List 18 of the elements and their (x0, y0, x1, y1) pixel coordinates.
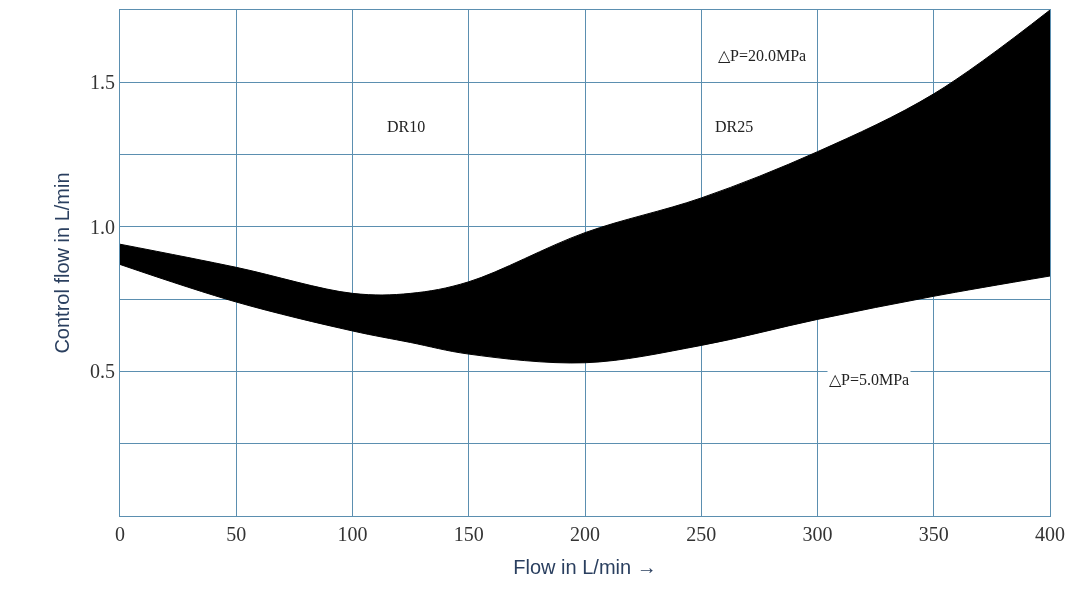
annotation: △P=5.0MPa (829, 371, 910, 388)
y-tick-label: 0.5 (90, 360, 115, 383)
x-tick-label: 200 (570, 523, 600, 545)
x-tick-label: 50 (226, 523, 247, 545)
x-tick-label: 400 (1035, 523, 1065, 545)
x-axis-title: Flow in L/min → (513, 555, 657, 578)
y-axis-title: Control flow in L/min (50, 172, 73, 354)
annotation: DR10 (387, 118, 426, 135)
x-tick-label: 100 (337, 523, 368, 545)
x-tick-label: 0 (115, 523, 125, 545)
x-tick-label: 150 (453, 523, 484, 545)
annotation: DR25 (715, 118, 754, 135)
x-tick-label: 250 (686, 523, 717, 545)
y-tick-label: 1.5 (90, 71, 115, 94)
x-tick-label: 300 (802, 523, 833, 545)
x-tick-label: 350 (918, 523, 949, 545)
y-tick-label: 1.0 (90, 215, 115, 238)
annotation: △P=20.0MPa (718, 47, 807, 64)
